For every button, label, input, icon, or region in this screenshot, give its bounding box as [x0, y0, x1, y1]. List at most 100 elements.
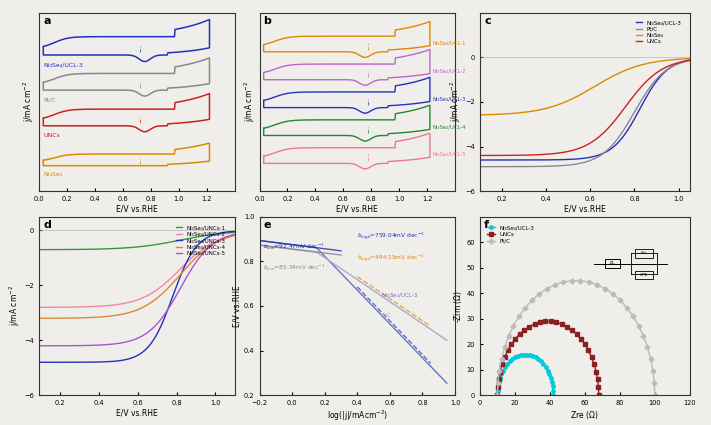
Y-axis label: E/V vs.RHE: E/V vs.RHE [232, 285, 241, 327]
Ni₃Se₄/UNCs-5 [200, 250, 208, 255]
Ni₃Se₄/UCL-3 [517, 352, 525, 357]
Ni₃Se₄/UNCs-2 [200, 246, 208, 251]
Pt/C [600, 150, 609, 156]
Pt/C [604, 147, 613, 152]
Ni₃Se₄/UNCs-5 [35, 343, 43, 348]
Text: Ni₃Se₄/UCL-1: Ni₃Se₄/UCL-1 [433, 40, 466, 45]
UNCs [653, 70, 661, 75]
Text: Pt/C: Pt/C [381, 313, 392, 318]
Pt/C [593, 282, 602, 287]
Ni₃Se₄/UNCs-5 [154, 319, 163, 324]
Ni₃Se₄/UNCs-2 [35, 305, 43, 310]
Pt/C [509, 323, 518, 329]
UNCs [496, 369, 504, 374]
Ni₃Se₄ [476, 112, 485, 117]
UNCs [476, 153, 484, 158]
Ni₃Se₄/UCL-3 [525, 352, 534, 357]
Pt/C [634, 323, 643, 329]
UNCs [587, 354, 596, 360]
Legend: Ni₃Se₄/UCL-3, UNCs, Pt/C: Ni₃Se₄/UCL-3, UNCs, Pt/C [485, 223, 537, 246]
UNCs [493, 393, 502, 398]
Text: $b_{high}$=494.15mV dec$^{-1}$: $b_{high}$=494.15mV dec$^{-1}$ [358, 252, 425, 264]
Ni₃Se₄ [685, 56, 694, 61]
Ni₃Se₄/UNCs-4 [200, 248, 208, 253]
Text: f: f [484, 220, 489, 230]
Ni₃Se₄/UNCs-1 [230, 230, 239, 235]
Pt/C [629, 314, 638, 319]
X-axis label: log(|j|/mAcm$^{-2}$): log(|j|/mAcm$^{-2}$) [326, 409, 388, 423]
Ni₃Se₄/UNCs-1 [151, 242, 160, 247]
Ni₃Se₄/UCL-3 [545, 372, 554, 377]
Text: c: c [484, 16, 491, 26]
UNCs [503, 348, 512, 353]
Ni₃Se₄/UNCs-5 [151, 323, 160, 328]
Ni₃Se₄/UCL-3 [499, 368, 508, 373]
Pt/C [567, 278, 576, 283]
Ni₃Se₄/UCL-3 [665, 65, 674, 71]
Pt/C [521, 305, 530, 310]
Ni₃Se₄ [476, 112, 484, 117]
Ni₃Se₄/UCL-3 [537, 359, 545, 364]
Ni₃Se₄/UNCs-3 [35, 360, 43, 365]
Text: Ni₃Se₄/UCL-3: Ni₃Se₄/UCL-3 [43, 62, 83, 67]
Line: UNCs: UNCs [480, 60, 690, 156]
Ni₃Se₄/UCL-3 [548, 384, 557, 389]
Text: Pt/C: Pt/C [43, 97, 56, 102]
Ni₃Se₄/UCL-3 [493, 388, 502, 394]
Text: a: a [43, 16, 50, 26]
Ni₃Se₄ [665, 57, 674, 62]
Text: Ni₃Se₄: Ni₃Se₄ [43, 173, 63, 178]
Ni₃Se₄/UCL-3 [539, 362, 547, 367]
Ni₃Se₄/UNCs-1 [151, 242, 159, 247]
UNCs [593, 377, 602, 382]
Ni₃Se₄/UCL-3 [653, 78, 661, 83]
UNCs [494, 377, 503, 382]
Ni₃Se₄/UCL-3 [549, 393, 557, 398]
Ni₃Se₄/UCL-3 [495, 380, 503, 385]
FancyBboxPatch shape [605, 258, 620, 269]
Pt/C [616, 298, 624, 303]
Ni₃Se₄/UNCs-4 [230, 233, 239, 238]
UNCs [584, 348, 593, 353]
Pt/C [476, 164, 484, 169]
Ni₃Se₄/UNCs-1 [36, 247, 44, 252]
Pt/C [528, 298, 536, 303]
Ni₃Se₄/UNCs-5 [230, 232, 239, 237]
Ni₃Se₄/UCL-3 [476, 157, 485, 162]
Ni₃Se₄/UCL-3 [494, 384, 503, 389]
Ni₃Se₄/UNCs-3 [212, 232, 220, 237]
UNCs [493, 385, 502, 390]
Ni₃Se₄/UCL-3 [476, 157, 484, 162]
Pt/C [493, 380, 502, 385]
Text: $R_s$: $R_s$ [609, 259, 616, 268]
Ni₃Se₄/UNCs-5 [212, 239, 220, 244]
Pt/C [535, 291, 543, 296]
Pt/C [515, 314, 523, 319]
Ni₃Se₄/UNCs-2 [151, 289, 159, 294]
UNCs [592, 369, 600, 374]
Text: $b_{low}$=92.47mV dec$^{-1}$: $b_{low}$=92.47mV dec$^{-1}$ [263, 242, 326, 252]
Pt/C [504, 334, 513, 339]
Y-axis label: -Zim ($\Omega$): -Zim ($\Omega$) [451, 289, 464, 323]
UNCs [594, 393, 603, 398]
Pt/C [576, 278, 584, 283]
Ni₃Se₄/UNCs-4 [154, 294, 163, 299]
Ni₃Se₄/UNCs-4 [36, 316, 44, 321]
UNCs [604, 125, 613, 130]
Pt/C [601, 150, 609, 155]
Ni₃Se₄/UCL-3 [497, 372, 506, 377]
Ni₃Se₄ [601, 78, 609, 83]
Pt/C [685, 58, 694, 63]
Ni₃Se₄/UNCs-5 [151, 324, 159, 329]
Pt/C [653, 76, 661, 82]
Ni₃Se₄/UCL-3 [547, 380, 556, 385]
Text: UNCs: UNCs [43, 133, 60, 138]
Ni₃Se₄/UNCs-3 [200, 237, 208, 242]
UNCs [541, 319, 550, 324]
UNCs [525, 324, 533, 329]
UNCs [590, 362, 599, 367]
Y-axis label: j/mA cm$^{-2}$: j/mA cm$^{-2}$ [448, 82, 463, 122]
X-axis label: E/V vs.RHE: E/V vs.RHE [116, 409, 158, 418]
Ni₃Se₄/UNCs-2 [212, 238, 220, 244]
Pt/C [639, 334, 648, 339]
